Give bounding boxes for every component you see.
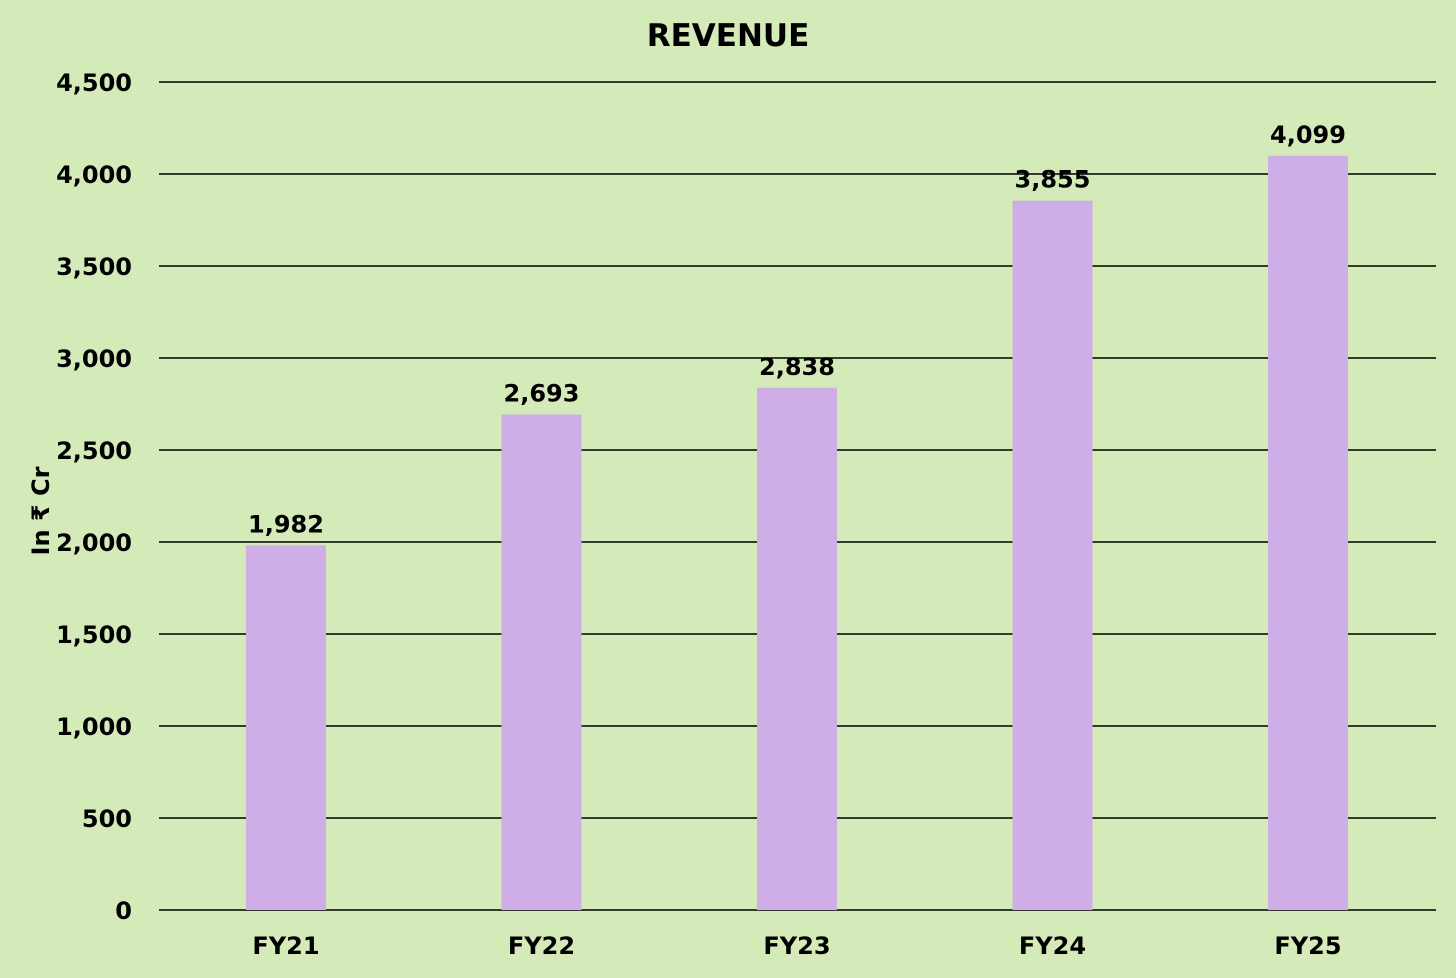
data-label-fy23: 2,838 <box>759 353 835 381</box>
data-labels: 1,982 2,693 2,838 3,855 4,099 <box>248 121 1346 539</box>
data-label-fy21: 1,982 <box>248 510 324 538</box>
y-axis-label: In ₹ Cr <box>27 466 55 555</box>
y-tick-label: 1,000 <box>56 713 132 741</box>
data-label-fy25: 4,099 <box>1270 121 1346 149</box>
bar-fy24 <box>1012 200 1093 910</box>
y-tick-label: 4,000 <box>56 161 132 189</box>
y-tick-label: 3,500 <box>56 253 132 281</box>
y-tick-label: 2,000 <box>56 529 132 557</box>
y-tick-label: 500 <box>82 805 132 833</box>
x-tick-label-fy21: FY21 <box>252 932 319 960</box>
y-tick-label: 3,000 <box>56 345 132 373</box>
y-tick-label: 2,500 <box>56 437 132 465</box>
data-label-fy22: 2,693 <box>504 379 580 407</box>
x-tick-label-fy25: FY25 <box>1274 932 1341 960</box>
x-tick-labels: FY21 FY22 FY23 FY24 FY25 <box>252 932 1341 960</box>
bar-fy23 <box>757 387 837 911</box>
x-tick-label-fy24: FY24 <box>1019 932 1086 960</box>
bar-fy22 <box>501 414 582 910</box>
y-tick-label: 0 <box>115 897 132 925</box>
chart-title: REVENUE <box>647 18 810 54</box>
bar-fy21 <box>246 545 326 910</box>
y-tick-labels: 0 500 1,000 1,500 2,000 2,500 3,000 3,500 4,000 4… <box>56 69 132 925</box>
x-tick-label-fy22: FY22 <box>508 932 575 960</box>
data-label-fy24: 3,855 <box>1015 166 1091 194</box>
y-tick-label: 4,500 <box>56 69 132 97</box>
y-tick-label: 1,500 <box>56 621 132 649</box>
bar-fy25 <box>1268 155 1348 910</box>
bars <box>246 155 1348 911</box>
x-tick-label-fy23: FY23 <box>763 932 830 960</box>
